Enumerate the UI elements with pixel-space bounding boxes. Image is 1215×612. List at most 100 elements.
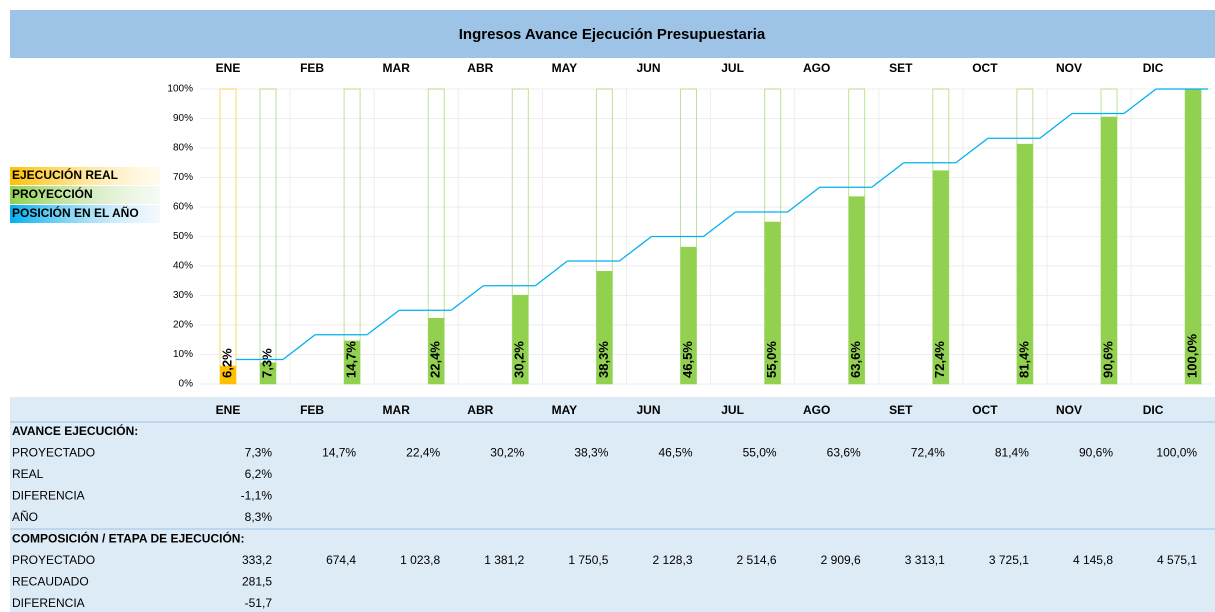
row-label: AÑO xyxy=(12,510,38,524)
cell: 14,7% xyxy=(322,446,356,460)
cell: 55,0% xyxy=(743,446,777,460)
cell: 2 514,6 xyxy=(737,553,777,567)
bar xyxy=(932,170,949,384)
y-tick-label: 10% xyxy=(173,349,193,360)
legend-label: POSICIÓN EN EL AÑO xyxy=(12,205,139,220)
bar xyxy=(260,362,276,384)
value-label: 22,4% xyxy=(428,341,443,378)
year-position-connector xyxy=(1039,112,1073,139)
legend-label: EJECUCIÓN REAL xyxy=(12,167,118,182)
cell: 1 750,5 xyxy=(568,553,608,567)
year-position-connector xyxy=(871,162,905,188)
value-label: 30,2% xyxy=(512,341,527,378)
y-tick-label: 90% xyxy=(173,113,193,124)
value-label: 100,0% xyxy=(1185,333,1200,378)
cell: 6,2% xyxy=(245,467,273,481)
month-label: AGO xyxy=(803,61,830,75)
cell: 46,5% xyxy=(658,446,692,460)
bar xyxy=(764,221,781,384)
legend-swatch xyxy=(10,205,160,223)
section-title: AVANCE EJECUCIÓN: xyxy=(12,423,138,438)
legend-swatch xyxy=(10,186,160,204)
year-position-connector xyxy=(1123,88,1157,115)
cell: 333,2 xyxy=(242,553,272,567)
y-tick-label: 50% xyxy=(173,231,193,242)
cell: 90,6% xyxy=(1079,446,1113,460)
row-label: DIFERENCIA xyxy=(12,596,85,610)
bar xyxy=(428,317,445,384)
row-label: RECAUDADO xyxy=(12,575,89,589)
cell: 281,5 xyxy=(242,575,272,589)
value-label: 55,0% xyxy=(764,341,779,378)
month-label: FEB xyxy=(300,61,324,75)
month-label: JUL xyxy=(721,61,744,75)
bar xyxy=(1185,89,1202,384)
table-month-label: FEB xyxy=(300,403,324,417)
year-position-connector xyxy=(787,186,821,213)
month-label: DIC xyxy=(1143,61,1164,75)
cell: 1 023,8 xyxy=(400,553,440,567)
cell: 8,3% xyxy=(245,510,273,524)
row-label: PROYECTADO xyxy=(12,553,95,567)
cell: 100,0% xyxy=(1156,446,1197,460)
table-bg xyxy=(10,397,1215,612)
value-label: 14,7% xyxy=(344,341,359,378)
value-label: 90,6% xyxy=(1100,341,1115,378)
y-tick-label: 100% xyxy=(167,84,193,95)
section-title: COMPOSICIÓN / ETAPA DE EJECUCIÓN: xyxy=(12,531,244,546)
value-label: 63,6% xyxy=(848,341,863,378)
month-label: NOV xyxy=(1056,61,1082,75)
cell: 2 128,3 xyxy=(652,553,692,567)
title: Ingresos Avance Ejecución Presupuestaria xyxy=(459,26,766,43)
cell: 22,4% xyxy=(406,446,440,460)
y-tick-label: 60% xyxy=(173,202,193,213)
cell: 4 575,1 xyxy=(1157,553,1197,567)
table-month-label: JUL xyxy=(721,403,744,417)
cell: -1,1% xyxy=(241,489,273,503)
value-label: 46,5% xyxy=(680,341,695,378)
month-label: OCT xyxy=(972,61,998,75)
year-position-connector xyxy=(282,334,316,361)
table-month-label: MAR xyxy=(383,403,411,417)
bar xyxy=(848,196,865,384)
bar xyxy=(680,246,697,384)
cell: 2 909,6 xyxy=(821,553,861,567)
year-position-connector xyxy=(534,260,568,287)
bar xyxy=(220,365,236,384)
row-label: DIFERENCIA xyxy=(12,489,85,503)
y-tick-label: 0% xyxy=(179,379,194,390)
cell: 3 725,1 xyxy=(989,553,1029,567)
table-month-label: ABR xyxy=(467,403,493,417)
month-label: ABR xyxy=(467,61,493,75)
cell: 4 145,8 xyxy=(1073,553,1113,567)
table-month-label: OCT xyxy=(972,403,998,417)
row-label: REAL xyxy=(12,467,44,481)
title-bar xyxy=(10,10,1215,58)
cell: 63,6% xyxy=(827,446,861,460)
year-position-connector xyxy=(366,309,400,336)
month-label: SET xyxy=(889,61,913,75)
table-month-label: ENE xyxy=(216,403,241,417)
year-position-connector xyxy=(703,211,736,238)
year-position-connector xyxy=(955,137,989,164)
value-label: 7,3% xyxy=(259,348,274,378)
bar xyxy=(344,340,361,384)
month-label: ENE xyxy=(216,61,241,75)
cell: 3 313,1 xyxy=(905,553,945,567)
y-tick-label: 80% xyxy=(173,143,193,154)
cell: 30,2% xyxy=(490,446,524,460)
month-label: JUN xyxy=(636,61,660,75)
legend-label: PROYECCIÓN xyxy=(12,186,93,201)
cell: 674,4 xyxy=(326,553,356,567)
year-position-connector xyxy=(619,235,652,262)
table-month-label: JUN xyxy=(636,403,660,417)
cell: 38,3% xyxy=(574,446,608,460)
table-month-label: SET xyxy=(889,403,913,417)
value-label: 81,4% xyxy=(1016,341,1031,378)
bar xyxy=(596,271,613,384)
month-label: MAR xyxy=(383,61,411,75)
y-tick-label: 70% xyxy=(173,172,193,183)
y-tick-label: 30% xyxy=(173,290,193,301)
cell: 1 381,2 xyxy=(484,553,524,567)
cell: 72,4% xyxy=(911,446,945,460)
